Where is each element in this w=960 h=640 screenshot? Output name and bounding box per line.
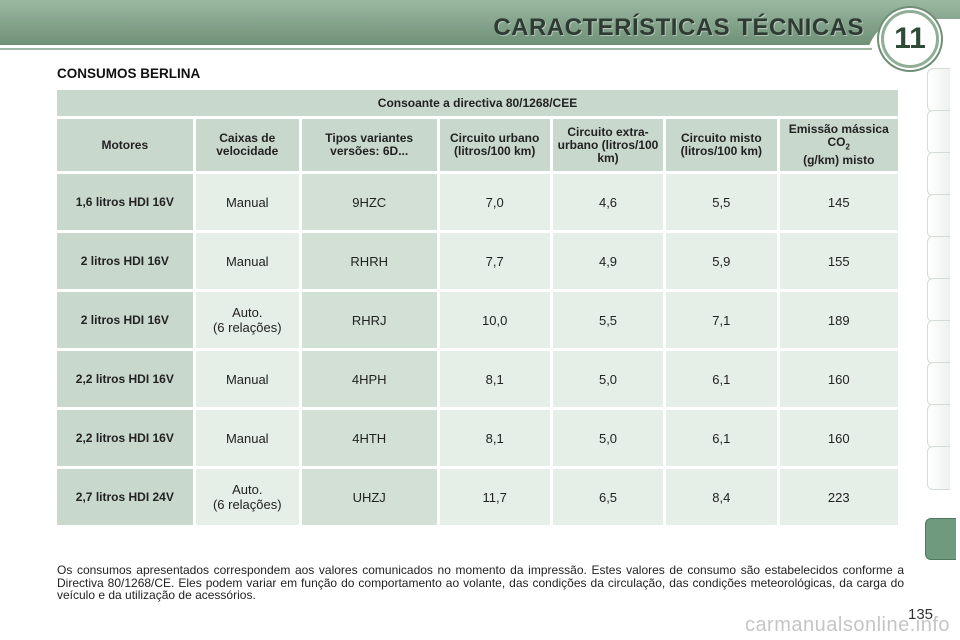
side-tab[interactable] — [927, 404, 950, 448]
cell-urbano: 7,0 — [439, 174, 550, 230]
page-number: 135 — [908, 606, 934, 623]
footnote: Os consumos apresentados correspondem ao… — [57, 563, 904, 602]
cell-motor: 2,7 litros HDI 24V — [57, 469, 193, 525]
cell-co2: 155 — [779, 233, 898, 289]
cell-misto: 6,1 — [666, 351, 777, 407]
cell-urbano: 8,1 — [439, 351, 550, 407]
cell-caixa-line1: Auto. — [232, 482, 263, 497]
cell-caixa: Auto. (6 relações) — [195, 292, 299, 348]
cell-tipo: 9HZC — [301, 174, 437, 230]
side-tab[interactable] — [927, 194, 950, 238]
cell-caixa: Manual — [195, 351, 299, 407]
cell-co2: 160 — [779, 351, 898, 407]
side-tab[interactable] — [927, 236, 950, 280]
cell-co2: 145 — [779, 174, 898, 230]
side-tab[interactable] — [927, 362, 950, 406]
col-co2-subscript: 2 — [845, 142, 850, 152]
section-title: CONSUMOS BERLINA — [57, 66, 201, 81]
table-row: 2 litros HDI 16V Auto. (6 relações) RHRJ… — [57, 292, 898, 348]
cell-tipo: 4HTH — [301, 410, 437, 466]
cell-co2: 223 — [779, 469, 898, 525]
col-co2: Emissão mássica CO2 (g/km) misto — [779, 119, 898, 171]
cell-caixa: Manual — [195, 410, 299, 466]
cell-misto: 5,5 — [666, 174, 777, 230]
cell-urbano: 7,7 — [439, 233, 550, 289]
cell-urbano: 10,0 — [439, 292, 550, 348]
cell-urbano: 11,7 — [439, 469, 550, 525]
cell-extra: 5,5 — [552, 292, 664, 348]
cell-caixa: Manual — [195, 233, 299, 289]
chapter-badge[interactable]: 11 — [881, 10, 939, 68]
col-tipos: Tipos variantes versões: 6D... — [301, 119, 437, 171]
cell-extra: 5,0 — [552, 351, 664, 407]
cell-extra: 4,9 — [552, 233, 664, 289]
side-tab-active[interactable] — [925, 518, 956, 560]
consumption-table: Consoante a directiva 80/1268/CEE Motore… — [54, 87, 901, 528]
table-row: 2 litros HDI 16V Manual RHRH 7,7 4,9 5,9… — [57, 233, 898, 289]
col-co2-unit: (g/km) misto — [803, 152, 875, 167]
cell-misto: 8,4 — [666, 469, 777, 525]
header-band: CARACTERÍSTICAS TÉCNICAS 11 — [0, 0, 960, 68]
cell-extra: 6,5 — [552, 469, 664, 525]
cell-caixa: Manual — [195, 174, 299, 230]
table-row: 2,2 litros HDI 16V Manual 4HPH 8,1 5,0 6… — [57, 351, 898, 407]
cell-misto: 5,9 — [666, 233, 777, 289]
cell-motor: 2 litros HDI 16V — [57, 233, 193, 289]
cell-motor: 1,6 litros HDI 16V — [57, 174, 193, 230]
side-tab[interactable] — [927, 320, 950, 364]
col-caixas: Caixas de velocidade — [195, 119, 299, 171]
col-misto: Circuito misto (litros/100 km) — [666, 119, 777, 171]
cell-extra: 4,6 — [552, 174, 664, 230]
side-tab-strip — [925, 66, 960, 576]
col-extra-urbano: Circuito extra-urbano (litros/100 km) — [552, 119, 664, 171]
cell-tipo: RHRJ — [301, 292, 437, 348]
cell-caixa-line2: (6 relações) — [212, 497, 282, 512]
cell-misto: 7,1 — [666, 292, 777, 348]
table-row: 2,7 litros HDI 24V Auto. (6 relações) UH… — [57, 469, 898, 525]
side-tab[interactable] — [927, 68, 950, 112]
col-urbano: Circuito urbano (litros/100 km) — [439, 119, 550, 171]
cell-motor: 2 litros HDI 16V — [57, 292, 193, 348]
cell-misto: 6,1 — [666, 410, 777, 466]
cell-tipo: 4HPH — [301, 351, 437, 407]
page-title: CARACTERÍSTICAS TÉCNICAS — [493, 14, 864, 41]
cell-motor: 2,2 litros HDI 16V — [57, 351, 193, 407]
cell-caixa-line2: (6 relações) — [212, 320, 282, 335]
table-row: 1,6 litros HDI 16V Manual 9HZC 7,0 4,6 5… — [57, 174, 898, 230]
cell-co2: 189 — [779, 292, 898, 348]
watermark: carmanualsonline.info — [744, 614, 950, 636]
side-tab[interactable] — [927, 446, 950, 490]
col-co2-label: Emissão mássica CO — [788, 122, 889, 150]
side-tab[interactable] — [927, 278, 950, 322]
cell-tipo: UHZJ — [301, 469, 437, 525]
side-tab[interactable] — [927, 152, 950, 196]
cell-co2: 160 — [779, 410, 898, 466]
cell-caixa-line1: Auto. — [232, 305, 263, 320]
cell-motor: 2,2 litros HDI 16V — [57, 410, 193, 466]
table-row: 2,2 litros HDI 16V Manual 4HTH 8,1 5,0 6… — [57, 410, 898, 466]
side-tab[interactable] — [927, 110, 950, 154]
cell-tipo: RHRH — [301, 233, 437, 289]
directive-header: Consoante a directiva 80/1268/CEE — [57, 90, 898, 116]
cell-extra: 5,0 — [552, 410, 664, 466]
col-motores: Motores — [57, 119, 193, 171]
cell-urbano: 8,1 — [439, 410, 550, 466]
cell-caixa: Auto. (6 relações) — [195, 469, 299, 525]
